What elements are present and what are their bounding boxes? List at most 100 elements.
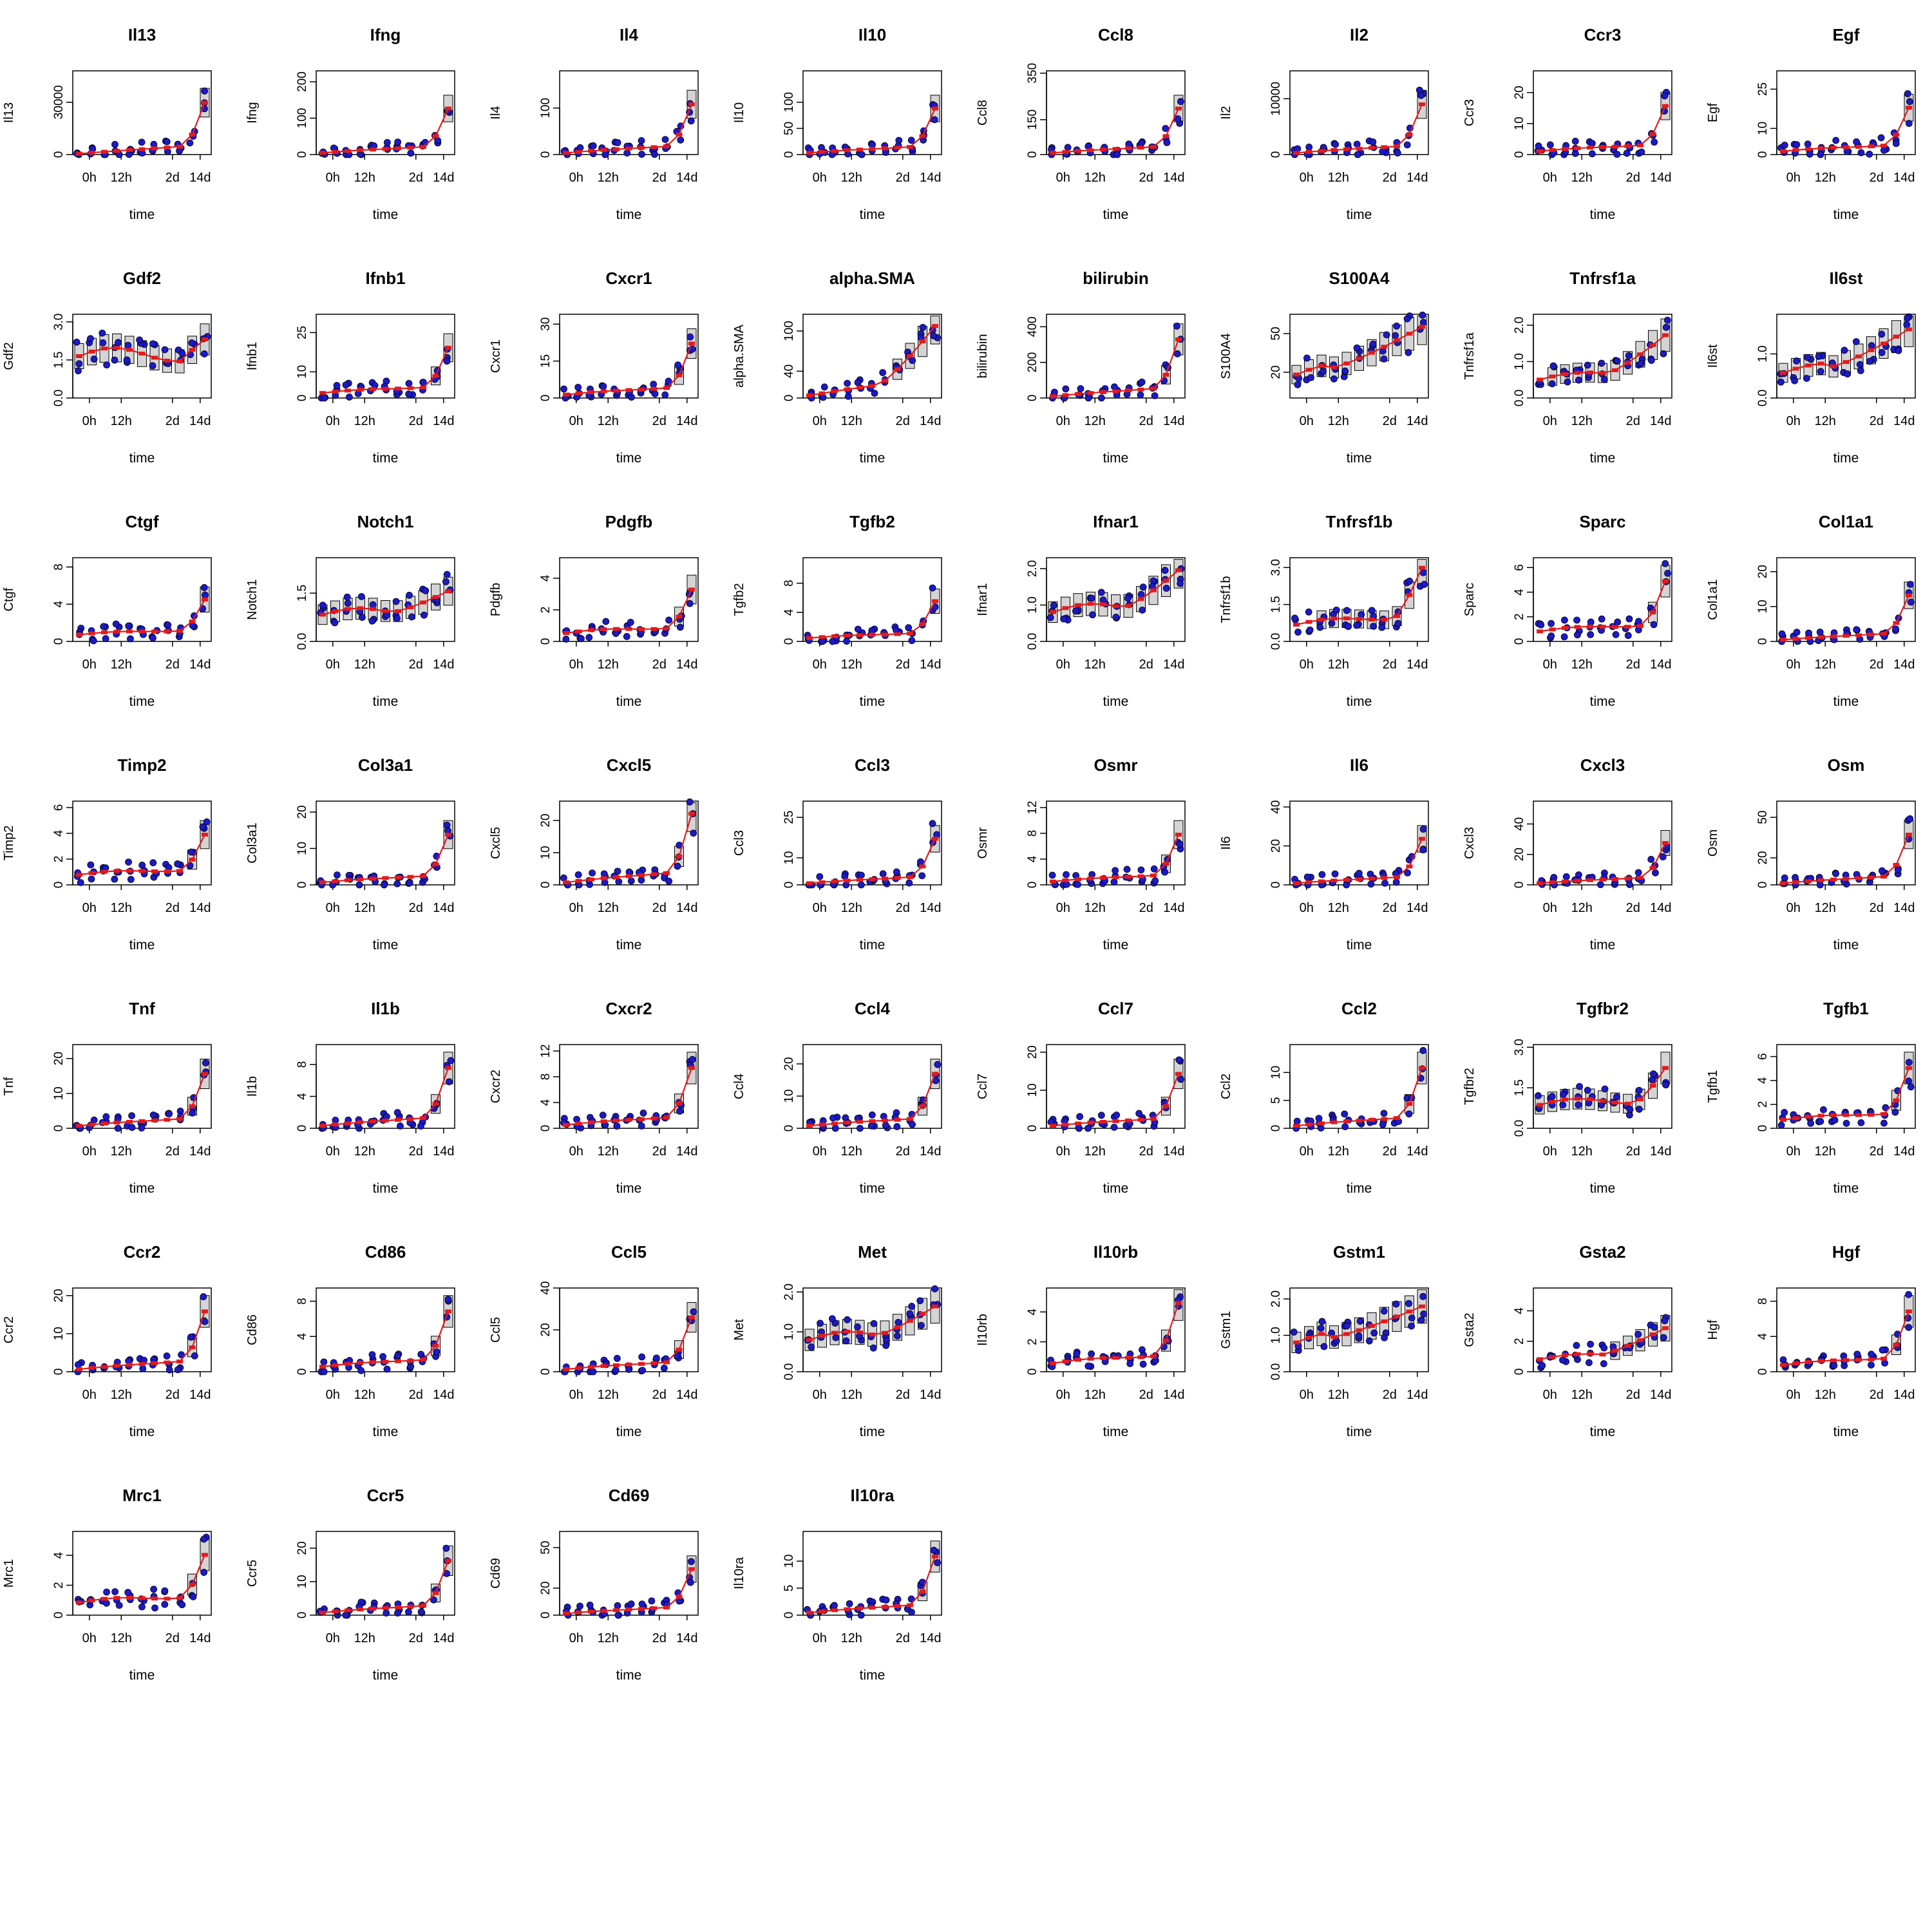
x-tick-label: 14d: [433, 658, 454, 672]
data-point: [393, 1109, 401, 1116]
y-axis-label: Ctgf: [2, 587, 16, 611]
y-axis-label: Timp2: [2, 826, 16, 861]
data-point: [166, 1366, 173, 1374]
panel-title: Cxcl3: [1580, 755, 1625, 775]
y-axis-label: Cd86: [245, 1314, 260, 1345]
data-point: [1600, 1344, 1608, 1352]
median-trend-line: [79, 1074, 206, 1127]
y-tick-label: 2.0: [1269, 1291, 1283, 1307]
y-tick-label: 20: [1269, 839, 1283, 853]
y-axis-label: Il1b: [245, 1076, 260, 1097]
median-marker: [1150, 145, 1157, 149]
y-tick-label: 1.0: [1756, 345, 1770, 362]
data-point: [90, 637, 97, 645]
y-tick-label: 3.0: [1269, 559, 1283, 576]
data-point: [102, 1113, 110, 1121]
x-tick-label: 2d: [1870, 901, 1884, 915]
data-point: [150, 1586, 158, 1593]
data-point: [857, 151, 865, 158]
x-tick-label: 14d: [189, 1388, 211, 1402]
data-point: [1588, 150, 1596, 158]
median-marker: [1805, 363, 1812, 368]
x-tick-label: 12h: [1815, 901, 1836, 915]
median-marker: [1880, 144, 1887, 148]
data-point: [102, 635, 109, 643]
median-marker: [1137, 387, 1144, 392]
median-marker: [319, 880, 326, 885]
median-marker: [1100, 1119, 1106, 1124]
data-point: [818, 144, 825, 151]
data-point: [854, 625, 862, 633]
median-marker: [1305, 1122, 1312, 1127]
data-point: [687, 117, 695, 125]
median-marker: [202, 1309, 208, 1314]
x-axis-label: time: [860, 694, 886, 709]
data-point: [1084, 1124, 1092, 1132]
median-marker: [88, 151, 95, 155]
y-tick-label: 10: [1756, 600, 1770, 613]
data-point: [149, 340, 156, 348]
x-tick-label: 0h: [813, 1388, 827, 1402]
data-point: [357, 1367, 365, 1374]
data-point: [1084, 1362, 1092, 1370]
x-tick-label: 0h: [1300, 1388, 1314, 1402]
data-point: [1613, 151, 1621, 158]
data-point: [161, 1587, 169, 1595]
y-axis-label: Cxcr2: [489, 1070, 503, 1103]
data-point: [442, 1544, 450, 1552]
data-point: [125, 622, 133, 630]
data-point: [87, 335, 94, 343]
data-point: [817, 1320, 824, 1327]
median-marker: [613, 875, 620, 880]
panel-title: S100A4: [1329, 269, 1390, 288]
data-point: [139, 1365, 147, 1372]
median-marker: [1817, 1359, 1824, 1363]
y-tick-label: 0.0: [1513, 1120, 1526, 1137]
x-tick-label: 2d: [1139, 171, 1153, 185]
y-tick-label: 4: [52, 601, 66, 608]
x-tick-label: 14d: [676, 658, 697, 672]
y-tick-label: 1.5: [52, 352, 66, 368]
y-tick-label: 100: [782, 92, 796, 113]
y-tick-label: 3.0: [52, 314, 66, 330]
data-point: [1907, 1083, 1915, 1091]
y-axis-label: Pdgfb: [489, 583, 503, 616]
data-point: [1419, 1046, 1427, 1054]
panel-title: Gsta2: [1579, 1242, 1625, 1262]
median-marker: [407, 875, 414, 879]
median-marker: [1855, 633, 1862, 638]
y-tick-label: 40: [1513, 817, 1526, 831]
data-point: [562, 635, 570, 643]
median-marker: [844, 1607, 851, 1611]
median-marker: [1062, 1359, 1069, 1364]
data-point: [186, 139, 194, 147]
data-point: [138, 138, 146, 146]
x-tick-label: 12h: [1571, 1388, 1593, 1402]
data-point: [1638, 148, 1645, 156]
median-trend-line: [79, 1554, 206, 1604]
median-marker: [882, 1605, 888, 1609]
data-point: [178, 1601, 186, 1609]
x-tick-label: 14d: [920, 901, 941, 915]
median-marker: [382, 1359, 389, 1364]
median-marker: [1318, 879, 1325, 884]
data-point: [1367, 880, 1375, 888]
y-axis-label: Gdf2: [2, 342, 16, 370]
data-point: [1173, 322, 1180, 330]
data-point: [103, 1588, 110, 1596]
x-axis-label: time: [616, 1425, 642, 1439]
data-point: [1905, 120, 1913, 128]
data-point: [1817, 151, 1824, 158]
median-marker: [1087, 1356, 1094, 1361]
x-tick-label: 0h: [569, 658, 583, 672]
data-point: [1816, 881, 1824, 889]
median-marker: [76, 151, 82, 156]
x-tick-label: 14d: [433, 171, 454, 185]
median-marker: [1112, 1356, 1119, 1360]
x-axis-label: time: [860, 1181, 886, 1196]
median-marker: [1830, 877, 1837, 882]
